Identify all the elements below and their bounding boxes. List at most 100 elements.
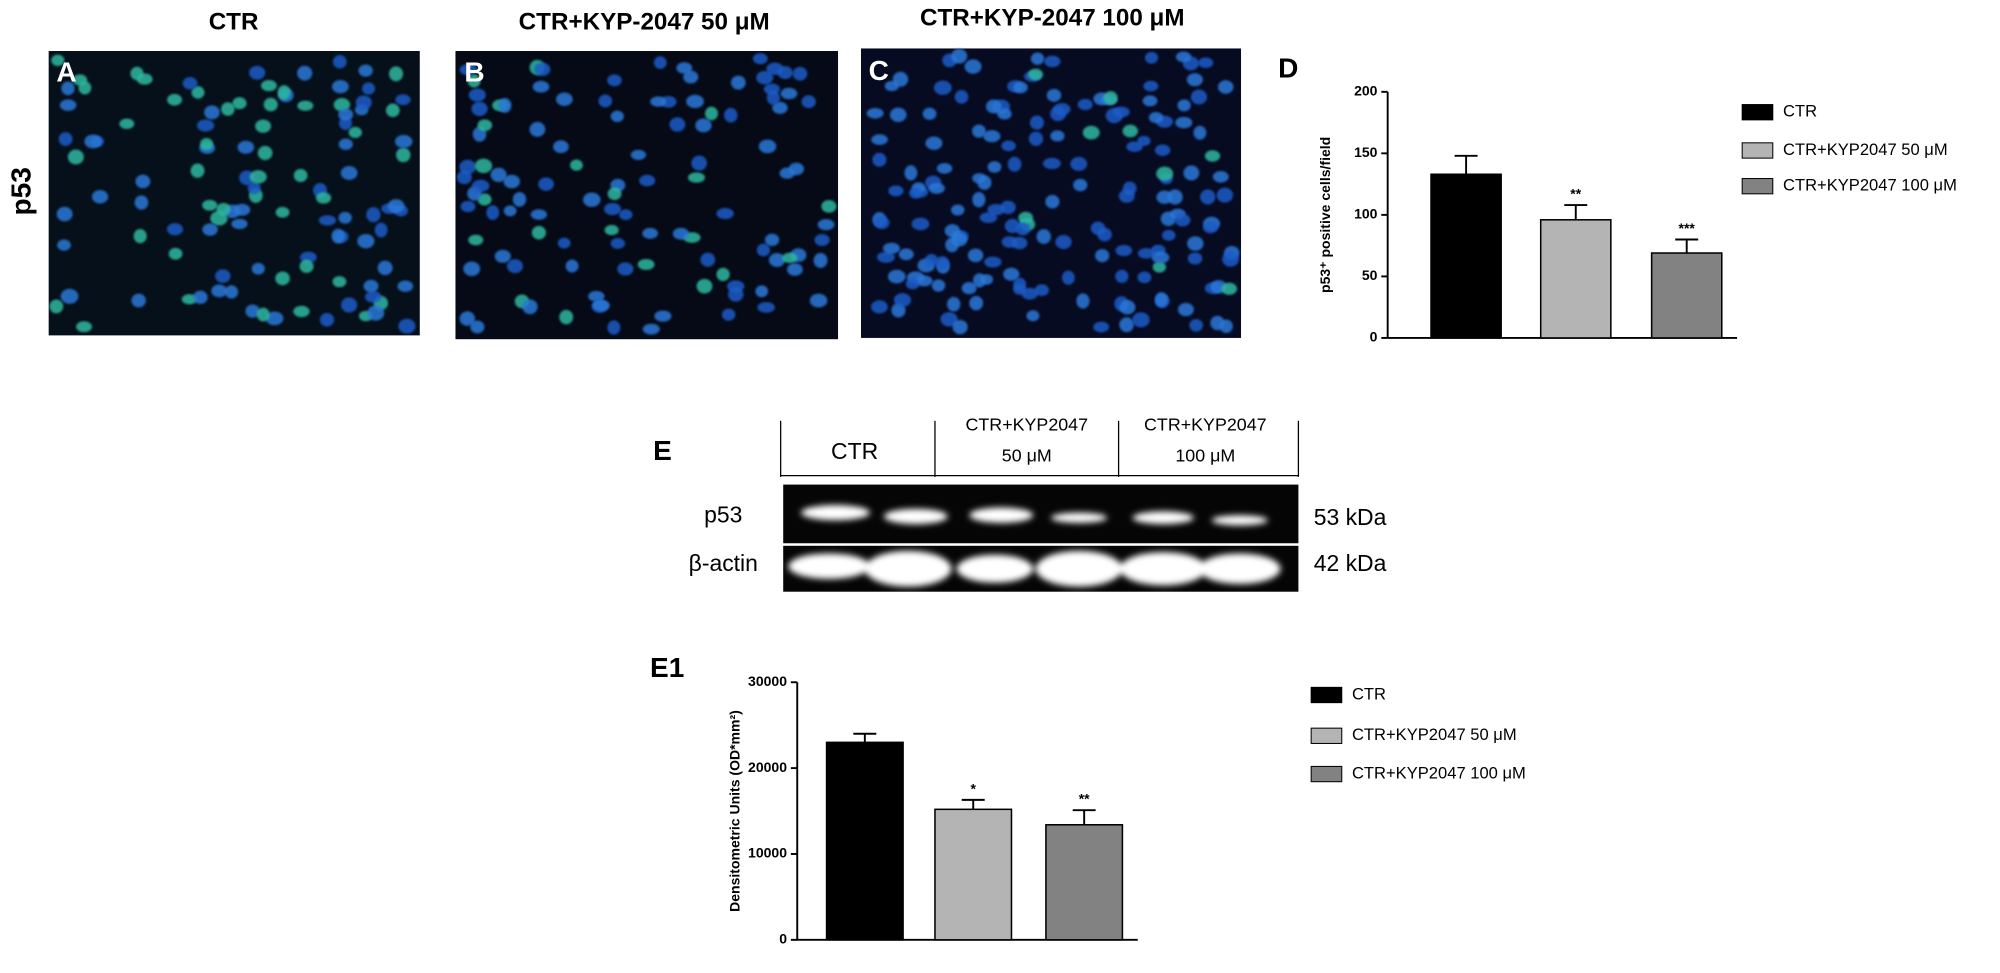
nucleus bbox=[969, 295, 984, 311]
bar bbox=[1430, 173, 1502, 339]
legend-label: CTR+KYP2047 100 μM bbox=[1352, 763, 1526, 782]
nucleus bbox=[1055, 234, 1072, 250]
nucleus bbox=[1045, 194, 1060, 209]
nucleus bbox=[202, 223, 218, 236]
nucleus bbox=[459, 64, 478, 76]
nucleus bbox=[780, 87, 798, 100]
nucleus bbox=[821, 199, 837, 213]
nucleus bbox=[1073, 178, 1088, 192]
legend-swatch bbox=[1741, 104, 1774, 121]
nucleus bbox=[530, 209, 548, 220]
nucleus bbox=[503, 205, 517, 217]
nucleus bbox=[1186, 73, 1203, 87]
band bbox=[1119, 552, 1207, 586]
nucleus bbox=[1013, 277, 1027, 291]
nucleus bbox=[1187, 236, 1204, 251]
nucleus bbox=[874, 216, 890, 230]
nucleus bbox=[331, 228, 345, 244]
nucleus bbox=[211, 284, 228, 298]
nucleus bbox=[1193, 125, 1207, 140]
nucleus bbox=[1077, 98, 1093, 111]
nucleus bbox=[935, 256, 950, 271]
nucleus bbox=[221, 102, 235, 116]
nucleus bbox=[695, 118, 712, 133]
nucleus bbox=[459, 311, 476, 326]
nucleus bbox=[642, 227, 659, 239]
nucleus bbox=[60, 288, 79, 304]
nucleus bbox=[232, 97, 247, 110]
nucleus bbox=[385, 103, 400, 118]
nucleus bbox=[758, 139, 777, 154]
nucleus bbox=[1001, 140, 1016, 152]
nucleus bbox=[319, 312, 335, 327]
nucleus bbox=[1028, 131, 1044, 146]
nucleus bbox=[387, 199, 405, 213]
band bbox=[788, 553, 870, 579]
nucleus bbox=[1154, 144, 1171, 156]
nucleus bbox=[650, 96, 667, 107]
nucleus bbox=[332, 79, 349, 94]
nucleus bbox=[1137, 248, 1155, 259]
nucleus bbox=[338, 138, 353, 150]
nucleus bbox=[1082, 125, 1100, 140]
nucleus bbox=[277, 85, 291, 100]
nucleus bbox=[340, 166, 358, 180]
bar bbox=[1650, 252, 1723, 339]
nucleus bbox=[872, 152, 887, 167]
nucleus bbox=[293, 168, 308, 183]
nucleus bbox=[224, 285, 239, 299]
nucleus bbox=[676, 62, 693, 74]
nucleus bbox=[922, 107, 937, 120]
nucleus bbox=[555, 92, 573, 107]
nucleus bbox=[691, 155, 708, 171]
nucleus bbox=[1029, 115, 1044, 130]
nucleus bbox=[490, 167, 507, 183]
nucleus bbox=[642, 323, 660, 335]
nucleus bbox=[984, 256, 1002, 268]
nucleus bbox=[911, 217, 930, 231]
nucleus bbox=[265, 311, 284, 326]
group-label: 50 μM bbox=[1002, 445, 1052, 465]
nucleus bbox=[610, 110, 624, 123]
nucleus bbox=[619, 209, 633, 221]
y-tick-label: 200 bbox=[1354, 83, 1378, 99]
nucleus bbox=[215, 269, 231, 284]
nucleus bbox=[997, 108, 1012, 120]
nucleus bbox=[1200, 189, 1216, 205]
nucleus bbox=[257, 145, 273, 161]
nucleus bbox=[76, 321, 93, 333]
nucleus bbox=[1148, 111, 1164, 124]
nucleus bbox=[1070, 156, 1088, 171]
nucleus bbox=[1143, 80, 1159, 92]
nucleus bbox=[67, 149, 84, 165]
nucleus bbox=[928, 182, 945, 194]
nucleus bbox=[877, 251, 895, 263]
nucleus bbox=[293, 305, 310, 318]
nucleus bbox=[1103, 91, 1118, 105]
nucleus bbox=[980, 274, 994, 285]
nucleus bbox=[297, 100, 314, 111]
nucleus bbox=[394, 134, 413, 149]
nucleus bbox=[1050, 130, 1065, 142]
panel-title: CTR+KYP-2047 100 μM bbox=[920, 5, 1185, 32]
nucleus bbox=[1174, 213, 1191, 227]
nucleus bbox=[168, 247, 183, 260]
y-tick-label: 150 bbox=[1354, 144, 1378, 160]
legend-swatch bbox=[1741, 142, 1774, 159]
nucleus bbox=[817, 219, 835, 231]
nucleus bbox=[332, 55, 347, 69]
nucleus bbox=[248, 65, 266, 80]
nucleus bbox=[355, 95, 372, 110]
nucleus bbox=[1044, 55, 1061, 68]
nucleus bbox=[1154, 292, 1168, 307]
legend-label: CTR+KYP2047 100 μM bbox=[1783, 176, 1957, 195]
nucleus bbox=[1221, 282, 1238, 295]
nucleus bbox=[395, 94, 411, 106]
significance: ** bbox=[1079, 791, 1090, 807]
nucleus bbox=[755, 285, 769, 298]
nucleus bbox=[889, 107, 907, 122]
nucleus bbox=[318, 215, 337, 226]
significance: *** bbox=[1679, 220, 1696, 236]
nucleus bbox=[727, 287, 744, 302]
nucleus bbox=[766, 90, 781, 106]
